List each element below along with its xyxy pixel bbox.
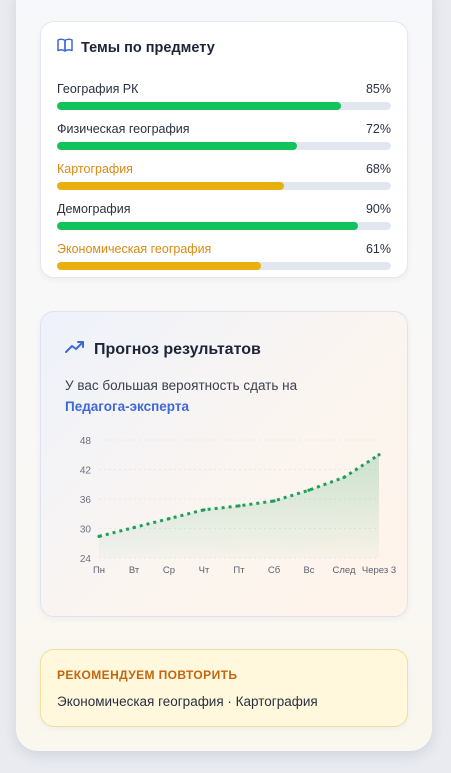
topic-name: Демография	[57, 202, 131, 216]
forecast-header: Прогноз результатов	[65, 340, 261, 359]
topics-title: Темы по предмету	[81, 39, 215, 56]
topic-percent: 85%	[365, 82, 391, 96]
y-tick-label: 48	[80, 436, 92, 447]
data-point	[202, 508, 206, 512]
forecast-text: У вас большая вероятность сдать на	[65, 378, 298, 393]
y-tick-label: 36	[80, 495, 92, 506]
x-tick-label: Вс	[303, 565, 314, 576]
x-tick-label: Сб	[268, 565, 281, 576]
topic-percent: 90%	[365, 202, 391, 216]
data-point	[132, 525, 136, 530]
progress-fill	[57, 222, 358, 230]
recommend-title: РЕКОМЕНДУЕМ ПОВТОРИТЬ	[57, 668, 238, 682]
x-tick-label: Вт	[129, 565, 140, 576]
progress-track	[57, 182, 391, 190]
x-tick-label: Пт	[233, 565, 245, 576]
topic-name: География РК	[57, 82, 139, 96]
topic-row: Картография 68%	[57, 162, 391, 198]
x-tick-label: Ср	[163, 565, 175, 576]
topics-header: Темы по предмету	[57, 38, 215, 57]
data-point	[307, 488, 311, 492]
data-point	[272, 499, 276, 503]
book-icon	[57, 38, 73, 57]
x-tick-label: Через 3	[362, 565, 396, 576]
x-tick-label: След	[332, 565, 355, 576]
forecast-title: Прогноз результатов	[94, 340, 261, 358]
topic-row: География РК 85%	[57, 82, 391, 118]
topic-percent: 72%	[365, 122, 391, 136]
progress-fill	[57, 182, 285, 190]
forecast-chart: 24 30 36 42 48 Пн Вт Ср Чт Пт Сб Вс След Через 3	[80, 436, 396, 576]
topic-name: Картография	[57, 162, 133, 176]
forecast-card: Прогноз результатов У вас большая вероят…	[40, 311, 408, 617]
forecast-highlight: Педагога-эксперта	[65, 399, 189, 414]
topics-card: Темы по предмету География РК 85% Физическ…	[40, 21, 408, 278]
topic-name: Физическая география	[57, 122, 190, 136]
series-line	[98, 453, 380, 538]
topic-name: Экономическая география	[57, 242, 212, 256]
trending-up-icon	[65, 340, 85, 359]
data-point	[237, 504, 241, 508]
topic-row: Демография 90%	[57, 202, 391, 238]
y-tick-label: 30	[80, 525, 92, 536]
x-tick-label: Пн	[93, 565, 105, 576]
data-point	[97, 534, 101, 538]
progress-track	[57, 262, 391, 270]
recommend-card: РЕКОМЕНДУЕМ ПОВТОРИТЬ Экономическая геог…	[40, 649, 408, 727]
recommend-text: Экономическая география · Картография	[57, 694, 318, 709]
progress-fill	[57, 262, 261, 270]
progress-track	[57, 222, 391, 230]
topic-percent: 68%	[365, 162, 391, 176]
progress-fill	[57, 142, 298, 150]
topic-row: Экономическая география 61%	[57, 242, 391, 278]
progress-track	[57, 102, 391, 110]
data-point	[342, 475, 346, 479]
topic-percent: 61%	[365, 242, 391, 256]
x-tick-label: Чт	[199, 565, 210, 576]
data-point	[377, 453, 381, 457]
progress-fill	[57, 102, 341, 110]
progress-track	[57, 142, 391, 150]
y-tick-label: 42	[80, 466, 92, 477]
data-point	[167, 517, 171, 521]
y-tick-label: 24	[80, 554, 92, 565]
topic-row: Физическая география 72%	[57, 122, 391, 158]
